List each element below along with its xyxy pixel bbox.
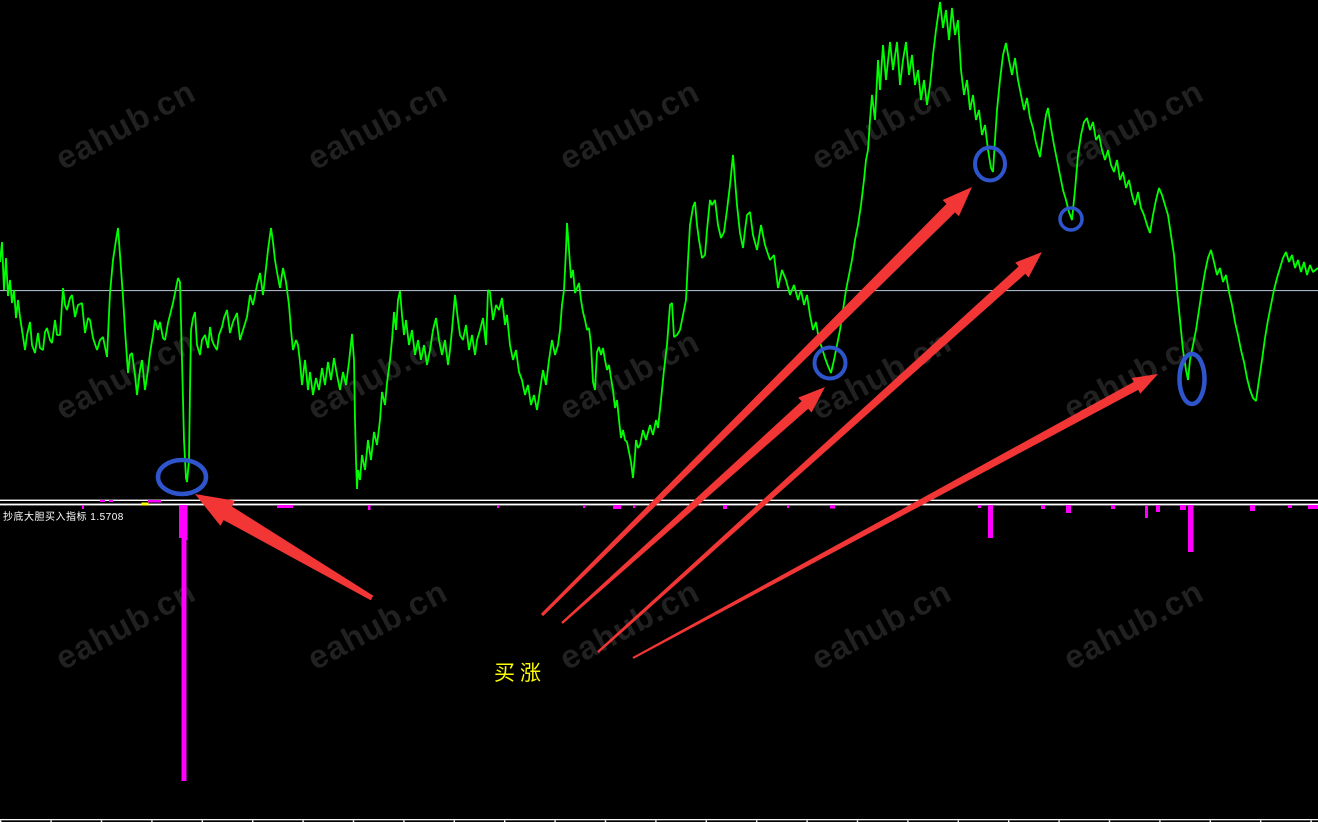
- price-line: [0, 1, 1318, 490]
- time-axis-tick: [907, 820, 909, 822]
- histogram-spike: [1041, 505, 1045, 509]
- buy-up-annotation: 买涨: [494, 662, 546, 685]
- time-axis-tick: [856, 820, 859, 822]
- time-axis-tick: [1209, 820, 1211, 822]
- time-axis-tick: [403, 820, 405, 822]
- histogram-spike: [1188, 505, 1194, 552]
- histogram-spike: [830, 505, 835, 509]
- separator-signal-dash: [148, 500, 161, 503]
- histogram-spike: [1111, 505, 1115, 509]
- histogram-spike: [497, 505, 499, 508]
- signal-circles: [155, 145, 1207, 497]
- histogram-spike: [1250, 505, 1255, 511]
- time-axis-tick: [151, 820, 153, 822]
- separator-signal-dash: [100, 500, 105, 502]
- separator-signal-dash: [109, 500, 113, 502]
- buy-signal-arrow: [540, 187, 972, 617]
- time-axis-tick: [1058, 820, 1060, 822]
- time-axis-line: [0, 819, 1318, 821]
- histogram-spike: [277, 505, 293, 508]
- buy-signal-arrow: [632, 374, 1158, 659]
- buy-signal-arrow: [561, 387, 825, 624]
- time-axis-tick: [957, 820, 959, 822]
- histogram-spike: [368, 505, 371, 510]
- buy-signal-arrow: [195, 494, 374, 601]
- time-axis-tick: [655, 820, 657, 822]
- time-axis-tick: [604, 820, 607, 822]
- histogram-spike: [723, 505, 727, 509]
- separator-line: [0, 503, 1318, 506]
- time-axis-tick: [252, 820, 254, 822]
- indicator-label: 抄底大胆买入指标 1.5708: [3, 512, 124, 523]
- histogram-spike: [978, 505, 981, 508]
- indicator-histogram: [82, 505, 1318, 781]
- histogram-spike: [1308, 505, 1318, 509]
- time-axis-tick: [201, 820, 203, 822]
- time-axis-tick: [504, 820, 506, 822]
- histogram-spike: [1066, 505, 1071, 513]
- histogram-spike: [988, 505, 993, 538]
- signal-circle: [1177, 351, 1207, 407]
- time-axis-tick: [453, 820, 455, 822]
- time-axis-tick: [1008, 820, 1010, 822]
- time-axis-tick: [50, 820, 52, 822]
- time-axis-tick: [100, 820, 103, 822]
- signal-circle: [812, 345, 848, 381]
- signal-circle: [973, 145, 1007, 183]
- time-axis-tick: [1310, 820, 1312, 822]
- time-axis-tick: [1260, 820, 1262, 822]
- time-axis-tick: [554, 820, 556, 822]
- histogram-spike: [1156, 505, 1160, 512]
- histogram-spike: [583, 505, 585, 508]
- time-axis: [0, 819, 1318, 822]
- time-axis-tick: [1159, 820, 1161, 822]
- histogram-spike: [613, 505, 621, 509]
- histogram-spike: [82, 505, 84, 509]
- time-axis-tick: [705, 820, 707, 822]
- histogram-spike: [1145, 505, 1148, 518]
- time-axis-tick: [806, 820, 808, 822]
- yellow-signal-tick: [141, 502, 149, 506]
- buy-signal-arrow: [597, 252, 1042, 653]
- signal-circle: [155, 457, 209, 497]
- buy-arrows: [195, 187, 1158, 659]
- histogram-spike: [787, 505, 789, 508]
- time-axis-tick: [352, 820, 355, 822]
- histogram-spike: [181, 505, 187, 781]
- histogram-spike: [186, 505, 188, 540]
- level-lines: [0, 290, 1318, 292]
- time-axis-tick: [302, 820, 304, 822]
- time-axis-tick: [1108, 820, 1111, 822]
- histogram-spike: [1288, 505, 1292, 508]
- time-axis-tick: [0, 820, 2, 822]
- histogram-spike: [1180, 505, 1186, 510]
- histogram-spike: [633, 505, 635, 508]
- time-axis-tick: [756, 820, 758, 822]
- signal-circle: [1058, 206, 1084, 232]
- price-line-group: [0, 1, 1318, 490]
- price-level-line: [0, 290, 1318, 292]
